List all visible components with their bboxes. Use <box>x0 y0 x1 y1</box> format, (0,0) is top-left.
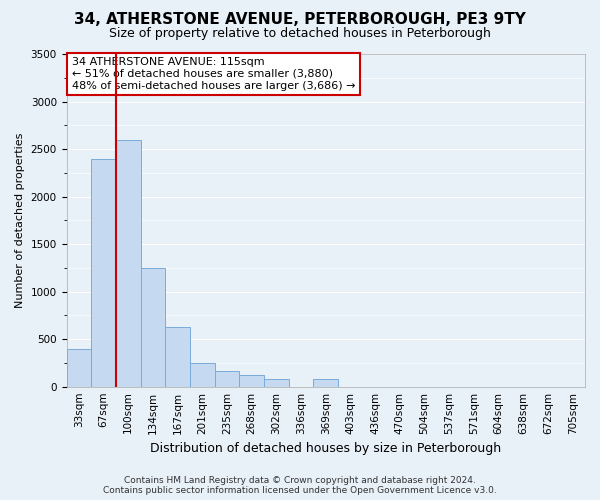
Bar <box>239 376 264 386</box>
Bar <box>67 348 91 387</box>
Text: 34, ATHERSTONE AVENUE, PETERBOROUGH, PE3 9TY: 34, ATHERSTONE AVENUE, PETERBOROUGH, PE3… <box>74 12 526 28</box>
Bar <box>116 140 140 386</box>
X-axis label: Distribution of detached houses by size in Peterborough: Distribution of detached houses by size … <box>150 442 502 455</box>
Bar <box>264 379 289 386</box>
Bar <box>140 268 165 386</box>
Text: 34 ATHERSTONE AVENUE: 115sqm
← 51% of detached houses are smaller (3,880)
48% of: 34 ATHERSTONE AVENUE: 115sqm ← 51% of de… <box>72 58 355 90</box>
Bar <box>313 379 338 386</box>
Bar <box>91 158 116 386</box>
Bar <box>165 327 190 386</box>
Bar <box>190 363 215 386</box>
Text: Contains HM Land Registry data © Crown copyright and database right 2024.
Contai: Contains HM Land Registry data © Crown c… <box>103 476 497 495</box>
Y-axis label: Number of detached properties: Number of detached properties <box>15 132 25 308</box>
Bar <box>215 372 239 386</box>
Text: Size of property relative to detached houses in Peterborough: Size of property relative to detached ho… <box>109 28 491 40</box>
